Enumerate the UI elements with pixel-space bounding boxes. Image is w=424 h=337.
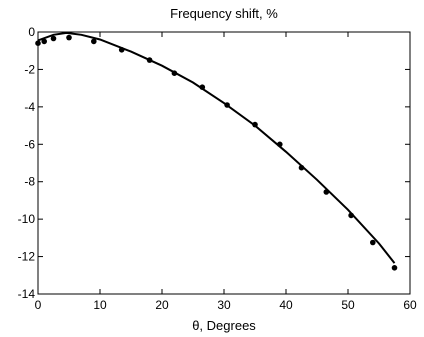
x-tick-label: 0	[35, 298, 42, 312]
fit-line	[37, 31, 396, 264]
x-tick-label: 20	[155, 298, 169, 312]
x-tick-label: 10	[93, 298, 107, 312]
series-layer	[35, 31, 398, 271]
x-tick-label: 40	[279, 298, 293, 312]
x-tick-label: 50	[341, 298, 355, 312]
y-tick-label: 0	[28, 25, 35, 39]
y-tick-label: -6	[24, 137, 35, 151]
data-point	[50, 35, 57, 42]
data-point	[91, 38, 97, 45]
y-tick-label: -4	[24, 100, 35, 114]
data-point	[370, 239, 376, 246]
y-tick-label: -12	[18, 250, 36, 264]
plot-frame	[37, 31, 411, 295]
axis-ticks: 0 10 20 30 40 50 60 0 -2 -4 -6 -8 -10 -12 -14	[18, 25, 417, 312]
x-axis-label: θ, Degrees	[192, 318, 256, 333]
y-tick-label: -2	[24, 62, 35, 76]
x-tick-label: 30	[217, 298, 231, 312]
data-point	[35, 40, 41, 46]
data-point	[66, 34, 72, 41]
x-tick-label: 60	[403, 298, 417, 312]
data-point	[41, 38, 47, 45]
y-tick-label: -14	[18, 287, 36, 301]
data-point	[391, 265, 398, 271]
y-tick-label: -8	[24, 175, 35, 189]
chart-title: Frequency shift, %	[170, 6, 278, 21]
y-tick-label: -10	[18, 212, 36, 226]
